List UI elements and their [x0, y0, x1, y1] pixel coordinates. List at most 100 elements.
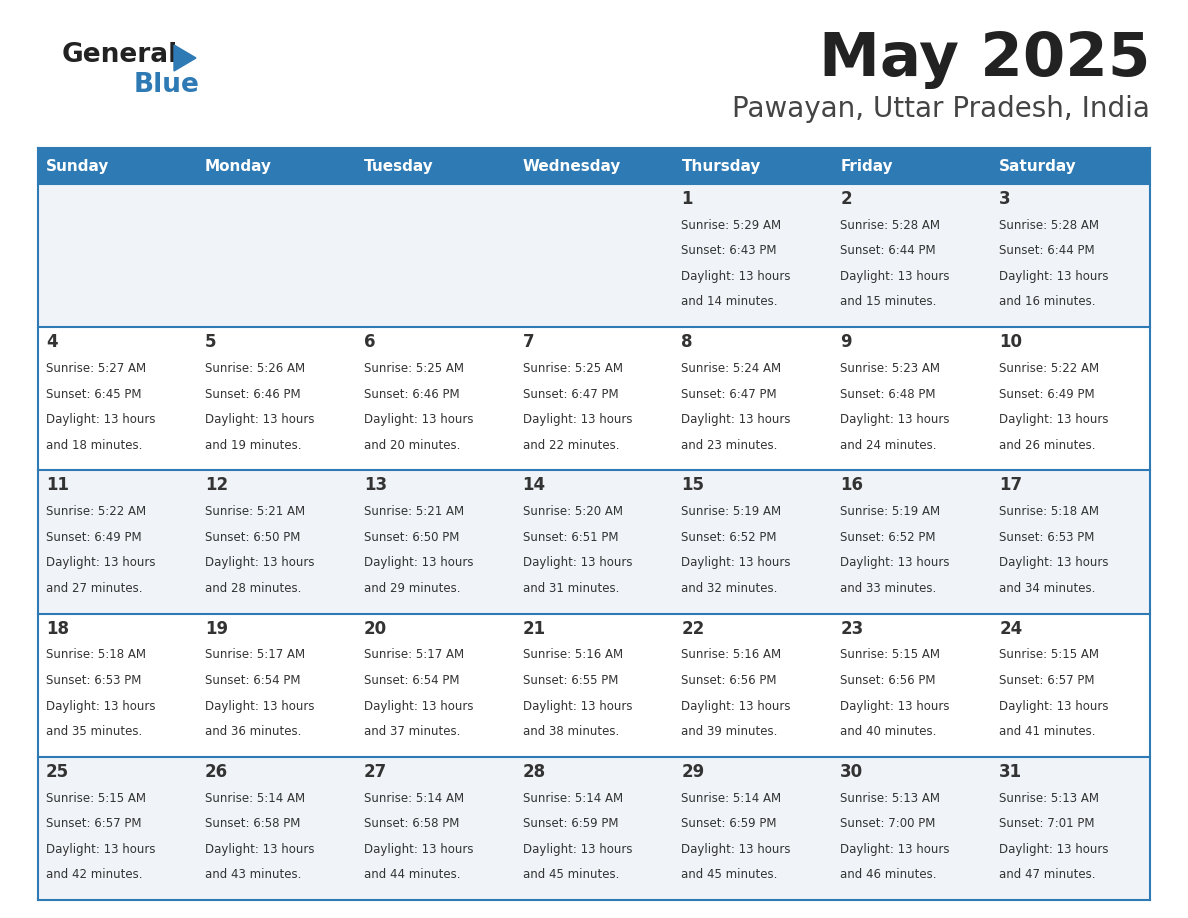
Bar: [355, 184, 514, 327]
Text: Sunrise: 5:15 AM: Sunrise: 5:15 AM: [46, 791, 146, 805]
Polygon shape: [173, 45, 196, 71]
Text: 22: 22: [682, 620, 704, 638]
Text: and 43 minutes.: and 43 minutes.: [204, 868, 302, 881]
Text: Sunset: 6:58 PM: Sunset: 6:58 PM: [204, 817, 301, 830]
Text: Daylight: 13 hours: Daylight: 13 hours: [840, 413, 949, 426]
Text: and 36 minutes.: and 36 minutes.: [204, 725, 302, 738]
Bar: [38, 470, 197, 613]
Text: Sunset: 6:53 PM: Sunset: 6:53 PM: [999, 531, 1094, 543]
Text: Sunset: 6:56 PM: Sunset: 6:56 PM: [840, 674, 936, 687]
Text: 27: 27: [364, 763, 387, 781]
Text: Sunrise: 5:18 AM: Sunrise: 5:18 AM: [46, 648, 146, 662]
Text: Daylight: 13 hours: Daylight: 13 hours: [46, 413, 156, 426]
Bar: [833, 470, 991, 613]
Text: and 22 minutes.: and 22 minutes.: [523, 439, 619, 452]
Text: and 33 minutes.: and 33 minutes.: [840, 582, 936, 595]
Text: Sunrise: 5:18 AM: Sunrise: 5:18 AM: [999, 505, 1099, 519]
Text: and 38 minutes.: and 38 minutes.: [523, 725, 619, 738]
Text: Monday: Monday: [204, 159, 272, 174]
Bar: [991, 184, 1150, 327]
Text: Daylight: 13 hours: Daylight: 13 hours: [46, 843, 156, 856]
Text: and 24 minutes.: and 24 minutes.: [840, 439, 937, 452]
Bar: [833, 613, 991, 756]
Text: Daylight: 13 hours: Daylight: 13 hours: [682, 700, 791, 712]
Text: Sunset: 6:58 PM: Sunset: 6:58 PM: [364, 817, 459, 830]
Text: Sunrise: 5:14 AM: Sunrise: 5:14 AM: [204, 791, 305, 805]
Text: and 19 minutes.: and 19 minutes.: [204, 439, 302, 452]
Text: Sunrise: 5:22 AM: Sunrise: 5:22 AM: [46, 505, 146, 519]
Text: Sunrise: 5:14 AM: Sunrise: 5:14 AM: [682, 791, 782, 805]
Text: Sunrise: 5:14 AM: Sunrise: 5:14 AM: [364, 791, 463, 805]
Text: 21: 21: [523, 620, 545, 638]
Text: Pawayan, Uttar Pradesh, India: Pawayan, Uttar Pradesh, India: [732, 95, 1150, 123]
Text: Daylight: 13 hours: Daylight: 13 hours: [364, 700, 473, 712]
Bar: [355, 613, 514, 756]
Bar: [197, 327, 355, 470]
Text: and 29 minutes.: and 29 minutes.: [364, 582, 460, 595]
Text: Sunrise: 5:15 AM: Sunrise: 5:15 AM: [999, 648, 1099, 662]
Bar: [674, 756, 833, 900]
Text: and 41 minutes.: and 41 minutes.: [999, 725, 1095, 738]
Text: Sunset: 6:55 PM: Sunset: 6:55 PM: [523, 674, 618, 687]
Text: 9: 9: [840, 333, 852, 352]
Text: and 20 minutes.: and 20 minutes.: [364, 439, 460, 452]
Text: Blue: Blue: [134, 72, 200, 98]
Text: Daylight: 13 hours: Daylight: 13 hours: [682, 843, 791, 856]
Bar: [991, 470, 1150, 613]
Text: Daylight: 13 hours: Daylight: 13 hours: [999, 413, 1108, 426]
Bar: [38, 148, 197, 184]
Bar: [514, 613, 674, 756]
Text: General: General: [62, 42, 178, 68]
Text: 23: 23: [840, 620, 864, 638]
Text: Daylight: 13 hours: Daylight: 13 hours: [840, 270, 949, 283]
Text: Sunrise: 5:17 AM: Sunrise: 5:17 AM: [204, 648, 305, 662]
Text: Daylight: 13 hours: Daylight: 13 hours: [204, 843, 315, 856]
Text: Sunrise: 5:19 AM: Sunrise: 5:19 AM: [682, 505, 782, 519]
Text: and 23 minutes.: and 23 minutes.: [682, 439, 778, 452]
Bar: [355, 148, 514, 184]
Text: Daylight: 13 hours: Daylight: 13 hours: [364, 413, 473, 426]
Text: Daylight: 13 hours: Daylight: 13 hours: [682, 270, 791, 283]
Bar: [674, 184, 833, 327]
Text: 6: 6: [364, 333, 375, 352]
Bar: [991, 756, 1150, 900]
Bar: [514, 327, 674, 470]
Text: Sunset: 6:48 PM: Sunset: 6:48 PM: [840, 387, 936, 400]
Text: and 15 minutes.: and 15 minutes.: [840, 296, 936, 308]
Text: Daylight: 13 hours: Daylight: 13 hours: [840, 700, 949, 712]
Text: 2: 2: [840, 190, 852, 208]
Text: Sunrise: 5:25 AM: Sunrise: 5:25 AM: [364, 362, 463, 375]
Text: Daylight: 13 hours: Daylight: 13 hours: [204, 700, 315, 712]
Text: Sunrise: 5:24 AM: Sunrise: 5:24 AM: [682, 362, 782, 375]
Text: Sunday: Sunday: [46, 159, 109, 174]
Text: Daylight: 13 hours: Daylight: 13 hours: [523, 700, 632, 712]
Bar: [991, 613, 1150, 756]
Text: Sunrise: 5:28 AM: Sunrise: 5:28 AM: [999, 218, 1099, 232]
Text: 28: 28: [523, 763, 545, 781]
Bar: [38, 184, 197, 327]
Text: and 14 minutes.: and 14 minutes.: [682, 296, 778, 308]
Bar: [674, 613, 833, 756]
Text: Sunset: 7:01 PM: Sunset: 7:01 PM: [999, 817, 1094, 830]
Text: Sunset: 6:59 PM: Sunset: 6:59 PM: [523, 817, 618, 830]
Text: Sunset: 6:50 PM: Sunset: 6:50 PM: [364, 531, 459, 543]
Text: Sunset: 6:57 PM: Sunset: 6:57 PM: [46, 817, 141, 830]
Text: Sunrise: 5:16 AM: Sunrise: 5:16 AM: [523, 648, 623, 662]
Text: 13: 13: [364, 476, 387, 495]
Text: Sunrise: 5:25 AM: Sunrise: 5:25 AM: [523, 362, 623, 375]
Text: Sunset: 6:49 PM: Sunset: 6:49 PM: [999, 387, 1095, 400]
Text: Daylight: 13 hours: Daylight: 13 hours: [46, 556, 156, 569]
Text: Sunset: 6:52 PM: Sunset: 6:52 PM: [840, 531, 936, 543]
Bar: [514, 148, 674, 184]
Bar: [355, 756, 514, 900]
Text: and 26 minutes.: and 26 minutes.: [999, 439, 1095, 452]
Text: Sunset: 6:54 PM: Sunset: 6:54 PM: [204, 674, 301, 687]
Text: Sunset: 6:54 PM: Sunset: 6:54 PM: [364, 674, 460, 687]
Text: Sunrise: 5:27 AM: Sunrise: 5:27 AM: [46, 362, 146, 375]
Text: Sunrise: 5:14 AM: Sunrise: 5:14 AM: [523, 791, 623, 805]
Bar: [197, 613, 355, 756]
Text: and 45 minutes.: and 45 minutes.: [523, 868, 619, 881]
Bar: [514, 756, 674, 900]
Text: and 16 minutes.: and 16 minutes.: [999, 296, 1095, 308]
Bar: [674, 148, 833, 184]
